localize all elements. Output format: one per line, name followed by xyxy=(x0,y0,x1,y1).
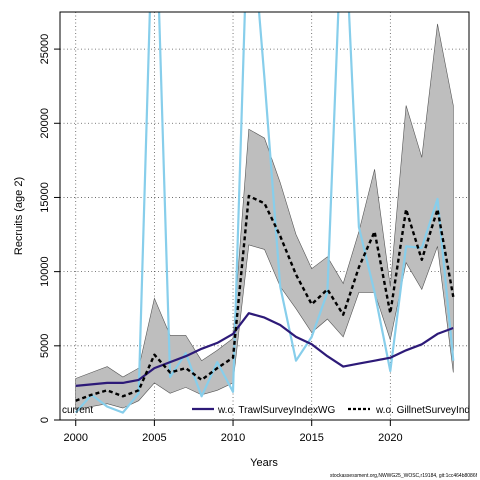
y-tick-label: 0 xyxy=(39,417,51,423)
y-axis: 0 5000 10000 15000 20000 25000 xyxy=(39,34,60,423)
x-tick-label: 2000 xyxy=(63,432,87,444)
legend: current w.o. TrawlSurveyIndexWG w.o. Gilln… xyxy=(62,405,480,416)
y-tick-label: 20000 xyxy=(39,108,51,139)
x-tick-label: 2010 xyxy=(221,432,245,444)
footer-note: stockassessment.org,NWWG25_WOSC,r19184, … xyxy=(330,473,478,479)
y-tick-label: 10000 xyxy=(39,256,51,287)
confidence-band-layer xyxy=(75,23,454,410)
x-tick-label: 2015 xyxy=(299,432,323,444)
x-tick-label: 2005 xyxy=(142,432,166,444)
series-line-0 xyxy=(75,194,455,402)
legend-label-2: w.o. GillnetSurveyIndex xyxy=(375,405,480,416)
series-layer xyxy=(74,12,455,414)
series-line-2 xyxy=(74,12,455,414)
series-line-1 xyxy=(75,312,454,387)
x-axis: 2000 2005 2010 2015 2020 xyxy=(63,420,403,444)
y-tick-label: 25000 xyxy=(39,34,51,65)
confidence-band xyxy=(75,23,454,410)
y-axis-title: Recruits (age 2) xyxy=(13,177,25,255)
y-tick-label: 5000 xyxy=(39,334,51,358)
plot-frame xyxy=(59,11,470,421)
x-tick-label: 2020 xyxy=(378,432,402,444)
y-tick-label: 15000 xyxy=(39,182,51,213)
legend-label-0: current xyxy=(62,405,93,416)
legend-label-1: w.o. TrawlSurveyIndexWG xyxy=(217,405,335,416)
x-axis-title: Years xyxy=(250,457,278,469)
